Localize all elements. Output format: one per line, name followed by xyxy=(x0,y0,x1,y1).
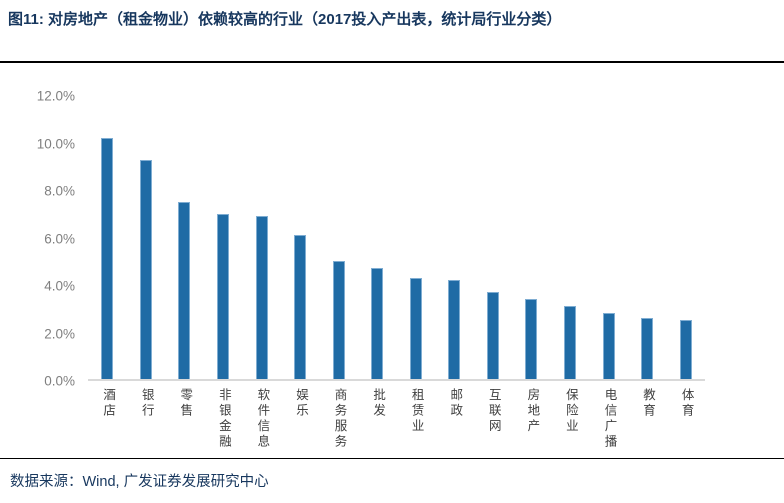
category-label-slot: 电信广播 xyxy=(589,381,628,450)
bar-slot xyxy=(204,96,243,379)
bar-slot xyxy=(512,96,551,379)
chart-plot-row: 0.0% 2.0% 4.0% 6.0% 8.0% 10.0% 12.0% xyxy=(0,89,705,389)
bar-slot xyxy=(666,96,705,379)
bar-slot xyxy=(165,96,204,379)
bar-slot xyxy=(281,96,320,379)
bar xyxy=(101,138,114,379)
bar xyxy=(409,277,422,379)
category-label: 房地产 xyxy=(525,388,540,435)
category-label: 商务服务 xyxy=(332,388,347,450)
x-axis-spacer xyxy=(0,381,88,450)
y-axis-tick-label: 8.0% xyxy=(44,183,75,199)
bar-slot xyxy=(242,96,281,379)
bar-slot xyxy=(319,96,358,379)
figure-title-block: 图11: 对房地产（租金物业）依赖较高的行业（2017投入产出表，统计局行业分类… xyxy=(0,0,784,63)
category-label-slot: 保险业 xyxy=(551,381,590,450)
source-footer: 数据来源：Wind, 广发证券发展研究中心 xyxy=(0,458,784,503)
category-label: 软件信息 xyxy=(255,388,270,450)
category-label-slot: 软件信息 xyxy=(242,381,281,450)
bar xyxy=(564,305,577,379)
bar xyxy=(332,261,345,379)
bar-slot xyxy=(127,96,166,379)
category-label: 互联网 xyxy=(486,388,501,435)
bar xyxy=(371,268,384,379)
figure-title: 图11: 对房地产（租金物业）依赖较高的行业（2017投入产出表，统计局行业分类… xyxy=(8,11,562,28)
bar xyxy=(139,159,152,379)
bar-slot xyxy=(435,96,474,379)
bar xyxy=(486,291,499,379)
bar-slot xyxy=(358,96,397,379)
category-label: 教育 xyxy=(641,388,656,419)
category-label-slot: 教育 xyxy=(628,381,667,450)
y-axis-tick-label: 4.0% xyxy=(44,278,75,294)
category-label-slot: 房地产 xyxy=(512,381,551,450)
category-label: 娱乐 xyxy=(293,388,308,419)
category-label: 租赁业 xyxy=(409,388,424,435)
bar xyxy=(525,298,538,379)
category-label-slot: 银行 xyxy=(127,381,166,450)
bar-slot xyxy=(628,96,667,379)
category-label-slot: 娱乐 xyxy=(281,381,320,450)
y-axis-tick-label: 2.0% xyxy=(44,326,75,341)
plot-area xyxy=(88,96,705,381)
category-label-slot: 零售 xyxy=(165,381,204,450)
category-label-slot: 批发 xyxy=(358,381,397,450)
category-label: 银行 xyxy=(139,388,154,419)
category-label: 邮政 xyxy=(448,388,463,419)
category-label: 电信广播 xyxy=(602,388,617,450)
y-axis-tick-label: 12.0% xyxy=(36,88,75,104)
x-axis-labels: 酒店 银行 零售 非银金融 软件信息 娱乐 商务服务 批发 租赁业 邮政 互联网 房地产 保险业 电信广播… xyxy=(88,381,705,450)
bar-slot xyxy=(551,96,590,379)
x-axis-labels-row: 酒店 银行 零售 非银金融 软件信息 娱乐 商务服务 批发 租赁业 邮政 互联网 房地产 保险业 电信广播… xyxy=(0,381,705,450)
bar xyxy=(178,202,191,379)
bar xyxy=(255,216,268,379)
category-label-slot: 非银金融 xyxy=(204,381,243,450)
category-label: 零售 xyxy=(178,388,193,419)
category-label: 保险业 xyxy=(563,388,578,435)
category-label: 酒店 xyxy=(101,388,116,419)
bar xyxy=(448,279,461,379)
y-axis: 0.0% 2.0% 4.0% 6.0% 8.0% 10.0% 12.0% xyxy=(0,89,88,389)
y-axis-tick-label: 0.0% xyxy=(44,373,75,389)
y-axis-tick-label: 6.0% xyxy=(44,231,75,246)
y-axis-tick-label: 10.0% xyxy=(36,136,75,151)
category-label-slot: 酒店 xyxy=(88,381,127,450)
category-label-slot: 互联网 xyxy=(474,381,513,450)
category-label-slot: 体育 xyxy=(666,381,705,450)
category-label-slot: 租赁业 xyxy=(397,381,436,450)
bar-chart: 0.0% 2.0% 4.0% 6.0% 8.0% 10.0% 12.0% 酒店 银行 零售 非银金… xyxy=(0,63,784,458)
category-label-slot: 邮政 xyxy=(435,381,474,450)
category-label-slot: 商务服务 xyxy=(319,381,358,450)
bar-slot xyxy=(474,96,513,379)
category-label: 非银金融 xyxy=(216,388,231,450)
bar xyxy=(679,320,692,379)
bar xyxy=(641,317,654,379)
category-label: 批发 xyxy=(371,388,386,419)
bar xyxy=(294,235,307,379)
bar xyxy=(216,213,229,379)
bar-slot xyxy=(589,96,628,379)
bar xyxy=(602,312,615,379)
bar-slot xyxy=(88,96,127,379)
category-label: 体育 xyxy=(679,388,694,419)
bar-slot xyxy=(397,96,436,379)
data-source-text: 数据来源：Wind, 广发证券发展研究中心 xyxy=(10,474,269,490)
